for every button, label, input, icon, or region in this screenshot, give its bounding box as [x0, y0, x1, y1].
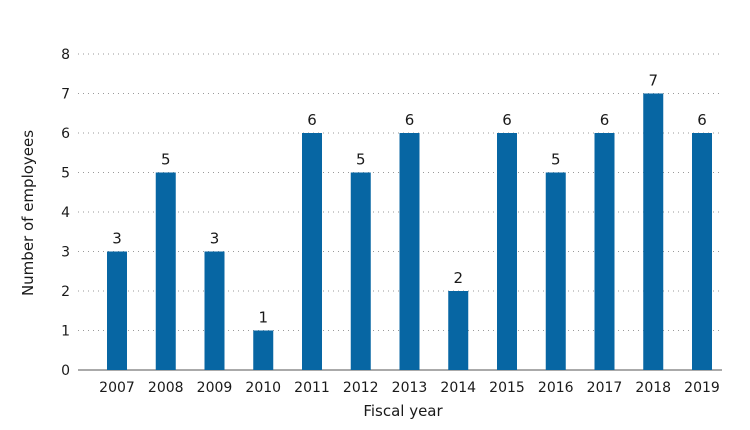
- bar-value-label: 3: [210, 230, 220, 248]
- x-tick-label: 2017: [587, 380, 623, 396]
- bar-value-label: 5: [551, 151, 561, 169]
- bar-value-label: 6: [502, 111, 512, 129]
- x-tick-label: 2014: [440, 380, 476, 396]
- bar: [302, 133, 322, 370]
- bar: [497, 133, 517, 370]
- bar: [448, 291, 469, 370]
- bar-value-label: 5: [161, 151, 171, 169]
- bar-value-label: 1: [258, 309, 268, 327]
- y-tick-label: 2: [61, 284, 70, 300]
- bar: [155, 172, 176, 370]
- x-tick-label: 2007: [99, 380, 135, 396]
- y-tick-label: 4: [61, 205, 70, 221]
- y-tick-label: 1: [61, 324, 70, 340]
- bar-value-label: 6: [697, 111, 707, 129]
- bar: [350, 172, 371, 370]
- data-labels: 3 5 3 1 6 5 6 2 6 5 6 7 6: [112, 72, 707, 327]
- x-tick-label: 2019: [684, 380, 720, 396]
- y-tick-label: 0: [61, 363, 70, 379]
- bar: [692, 133, 712, 370]
- bar-value-label: 3: [112, 230, 122, 248]
- bar-value-label: 6: [405, 111, 415, 129]
- bars: [107, 93, 712, 370]
- x-tick-label: 2018: [635, 380, 671, 396]
- y-tick-label: 5: [61, 166, 70, 182]
- y-tick-label: 3: [61, 245, 70, 261]
- y-axis-title: Number of employees: [19, 130, 37, 296]
- y-tick-label: 7: [61, 87, 70, 103]
- bar-value-label: 7: [648, 72, 658, 90]
- x-axis-title: Fiscal year: [363, 402, 443, 420]
- x-tick-label: 2009: [197, 380, 233, 396]
- x-tick-label: 2013: [392, 380, 428, 396]
- bar: [643, 93, 664, 370]
- y-tick-label: 6: [61, 126, 70, 142]
- bar: [107, 251, 127, 370]
- x-tick-label: 2010: [245, 380, 281, 396]
- bar: [204, 251, 225, 370]
- x-tick-label: 2008: [148, 380, 184, 396]
- y-tick-label: 8: [61, 47, 70, 63]
- bar: [545, 172, 566, 370]
- bar: [399, 133, 420, 370]
- x-axis-ticks: 2007 2008 2009 2010 2011 2012 2013 2014 2015 2016…: [99, 380, 720, 396]
- bar-value-label: 6: [307, 111, 317, 129]
- x-tick-label: 2012: [343, 380, 379, 396]
- x-tick-label: 2015: [489, 380, 525, 396]
- bar-value-label: 2: [453, 269, 463, 287]
- bar: [594, 133, 615, 370]
- bar-value-label: 5: [356, 151, 366, 169]
- x-tick-label: 2016: [538, 380, 574, 396]
- x-tick-label: 2011: [294, 380, 330, 396]
- bar-value-label: 6: [600, 111, 610, 129]
- bar: [253, 330, 274, 370]
- y-axis-ticks: 0 1 2 3 4 5 6 7 8: [61, 47, 70, 379]
